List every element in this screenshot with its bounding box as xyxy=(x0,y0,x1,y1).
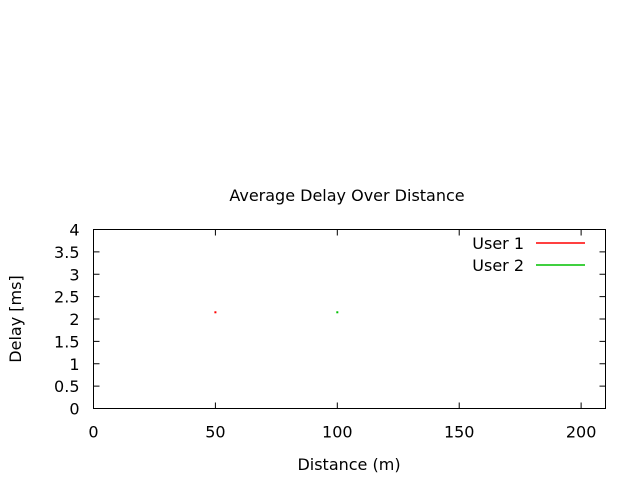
y-tick-label: 3 xyxy=(69,265,79,284)
axis-ticks: 0 50 100 150 200 0 0.5 1 1.5 2 2.5 3 3.5 4 xyxy=(54,221,606,442)
x-axis-label: Distance (m) xyxy=(297,455,400,474)
y-tick-label: 0 xyxy=(69,400,79,419)
data-point-series-2 xyxy=(336,311,339,314)
x-tick-label: 100 xyxy=(322,423,353,442)
data-marks xyxy=(214,311,339,314)
y-tick-label: 2.5 xyxy=(54,288,79,307)
legend: User 1 User 2 xyxy=(472,234,585,275)
legend-label-series-1: User 1 xyxy=(472,234,524,253)
chart-title: Average Delay Over Distance xyxy=(229,186,464,205)
x-tick-label: 0 xyxy=(88,423,98,442)
y-tick-label: 0.5 xyxy=(54,377,79,396)
x-tick-label: 200 xyxy=(566,423,597,442)
y-tick-label: 1 xyxy=(69,355,79,374)
y-tick-label: 3.5 xyxy=(54,243,79,262)
y-tick-label: 1.5 xyxy=(54,332,79,351)
x-tick-label: 50 xyxy=(205,423,225,442)
y-tick-label: 2 xyxy=(69,310,79,329)
x-tick-label: 150 xyxy=(444,423,475,442)
data-point-series-1 xyxy=(214,311,217,314)
legend-label-series-2: User 2 xyxy=(472,256,524,275)
plot-border xyxy=(93,229,606,409)
y-axis-label: Delay [ms] xyxy=(6,275,25,362)
y-tick-label: 4 xyxy=(69,221,79,240)
